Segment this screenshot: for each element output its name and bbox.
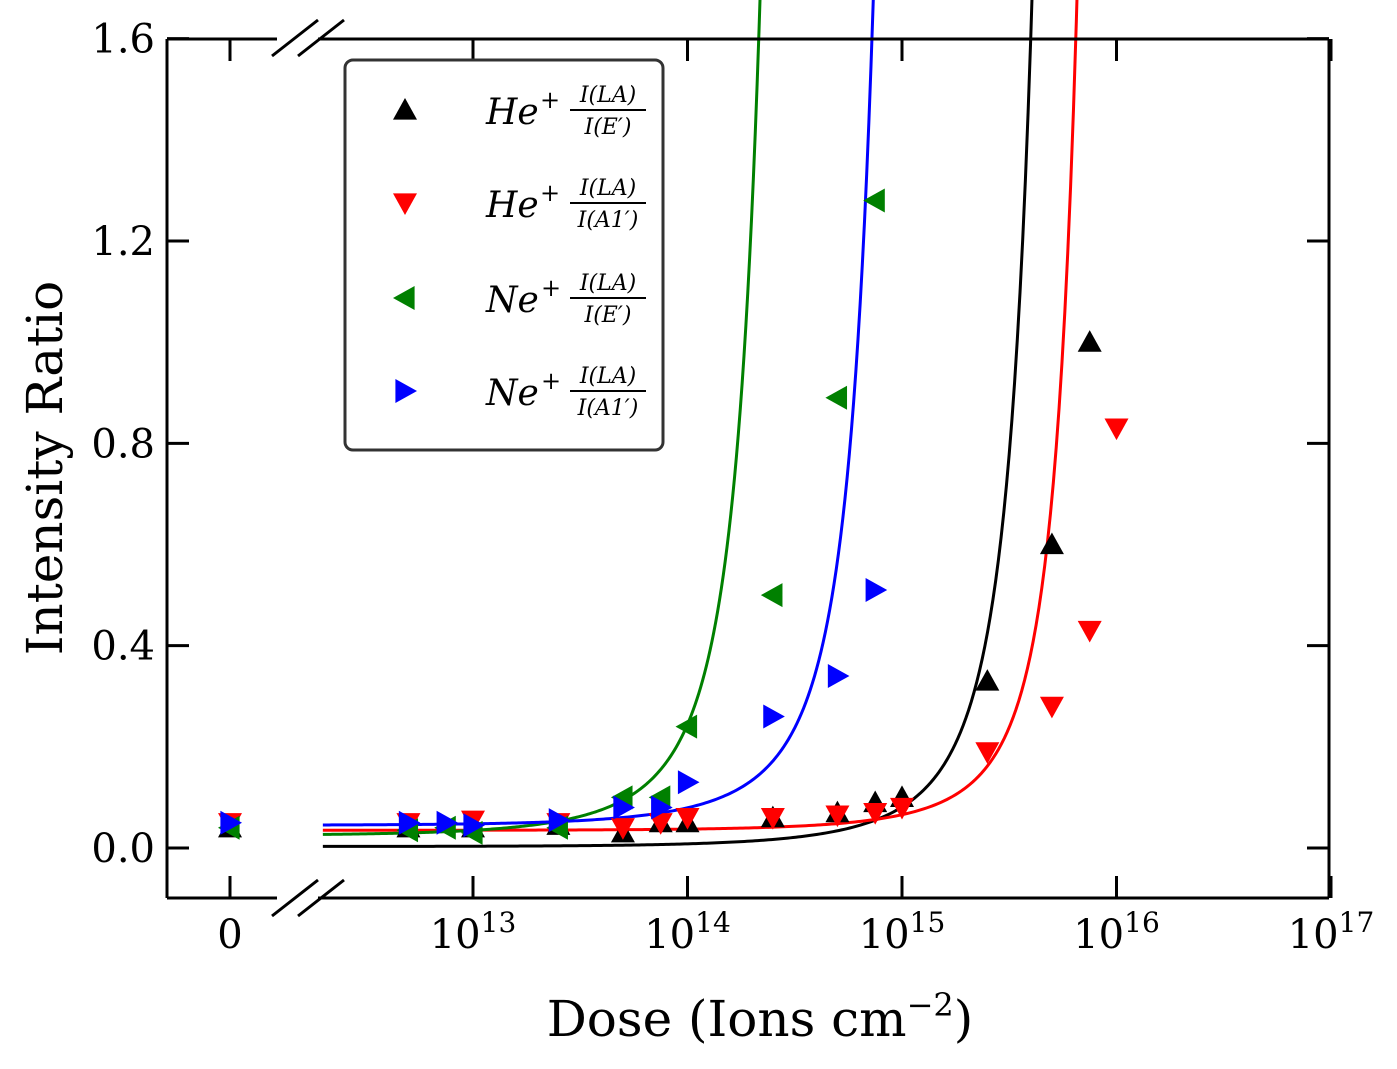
fit-curves <box>322 0 1186 848</box>
legend-ion-4: Ne <box>485 373 539 414</box>
legend-plus-2: + <box>540 179 560 207</box>
data-point-s2-14 <box>1077 620 1102 643</box>
legend-denominator-3: I(E′) <box>584 303 632 328</box>
axis-break-mask-top <box>268 14 348 36</box>
data-point-s2-7 <box>675 808 700 830</box>
y-tick-label: 0.0 <box>91 826 155 872</box>
data-point-s3-9 <box>760 583 783 608</box>
axis-break-mark-2 <box>297 18 345 58</box>
axis-break-mask-bottom <box>268 900 348 922</box>
data-point-s4-6 <box>613 795 635 820</box>
data-point-s4-11 <box>865 578 888 603</box>
data-point-s4-10 <box>827 664 850 689</box>
axis-break-mark-1 <box>271 18 319 58</box>
legend-marker-3 <box>393 286 415 310</box>
axis-break-mark-4 <box>297 878 345 918</box>
legend-box <box>343 58 665 452</box>
legend-ion-1: He <box>485 92 539 133</box>
data-point-s1-14 <box>1077 330 1102 352</box>
legend-marker-4 <box>395 379 417 403</box>
x-tick-label: 1017 <box>1288 906 1375 958</box>
x-tick-label: 1016 <box>1073 906 1160 958</box>
x-tick-label: 1015 <box>859 906 946 958</box>
data-point-s2-11 <box>890 797 914 820</box>
data-markers <box>218 188 1129 845</box>
axis-break-mark-3 <box>271 878 319 918</box>
legend-plus-4: + <box>541 367 561 395</box>
data-point-s4-3 <box>436 810 459 835</box>
y-tick-label: 1.2 <box>91 219 155 265</box>
legend-plus-1: + <box>540 86 560 114</box>
data-point-s3-8 <box>675 714 698 739</box>
legend-marker-1 <box>393 98 417 120</box>
data-point-s2-12 <box>975 742 1000 764</box>
data-point-s2-9 <box>825 805 850 828</box>
y-tick-label: 0.4 <box>91 624 155 670</box>
data-point-s1-12 <box>975 669 1000 691</box>
data-point-s4-1 <box>220 810 242 835</box>
x-tick-label: 1013 <box>430 906 517 958</box>
legend-ion-2: He <box>485 185 539 226</box>
axes: 0.0 0.4 0.8 1.2 1.6 0 1013 1014 1015 1016 1017 Dose… <box>16 14 1374 1048</box>
data-point-s2-6 <box>648 813 673 835</box>
data-point-s4-4 <box>463 813 485 838</box>
fit-curve-4 <box>322 0 875 827</box>
legend-ion-3: Ne <box>485 280 539 321</box>
data-point-s2-8 <box>760 808 785 830</box>
y-tick-label: 0.8 <box>91 421 155 467</box>
x-tick-label: 1014 <box>644 906 731 958</box>
data-point-s4-5 <box>548 808 571 833</box>
data-point-s4-2 <box>398 810 421 835</box>
data-point-s4-8 <box>677 770 700 795</box>
legend-denominator-1: I(E′) <box>584 115 632 140</box>
legend-marker-2 <box>393 193 417 215</box>
data-point-s1-13 <box>1039 532 1064 555</box>
legend-numerator-1: I(LA) <box>579 83 636 108</box>
data-point-s2-13 <box>1039 696 1064 719</box>
legend-numerator-2: I(LA) <box>579 176 636 201</box>
x-tick-label: 0 <box>217 912 242 958</box>
legend: He + I(LA)I(E′)He + I(LA)I(A1′)Ne + I(LA)I(E′)… <box>343 58 665 452</box>
fit-curve-1 <box>322 0 1034 848</box>
data-point-s4-7 <box>651 795 673 820</box>
legend-numerator-4: I(LA) <box>579 364 636 389</box>
y-tick-label: 1.6 <box>91 17 155 63</box>
data-point-s2-10 <box>863 802 888 825</box>
legend-numerator-3: I(LA) <box>579 271 636 296</box>
data-point-s4-9 <box>763 704 785 729</box>
x-axis-title: Dose (Ions cm−2) <box>547 986 974 1048</box>
data-point-s2-15 <box>1104 418 1129 441</box>
y-axis-title: Intensity Ratio <box>16 281 74 656</box>
legend-plus-3: + <box>541 274 561 302</box>
data-point-s2-5 <box>610 818 635 840</box>
legend-denominator-2: I(A1′) <box>577 208 639 233</box>
legend-denominator-4: I(A1′) <box>577 396 639 421</box>
data-point-s3-11 <box>863 188 885 213</box>
data-point-s3-10 <box>825 385 848 410</box>
